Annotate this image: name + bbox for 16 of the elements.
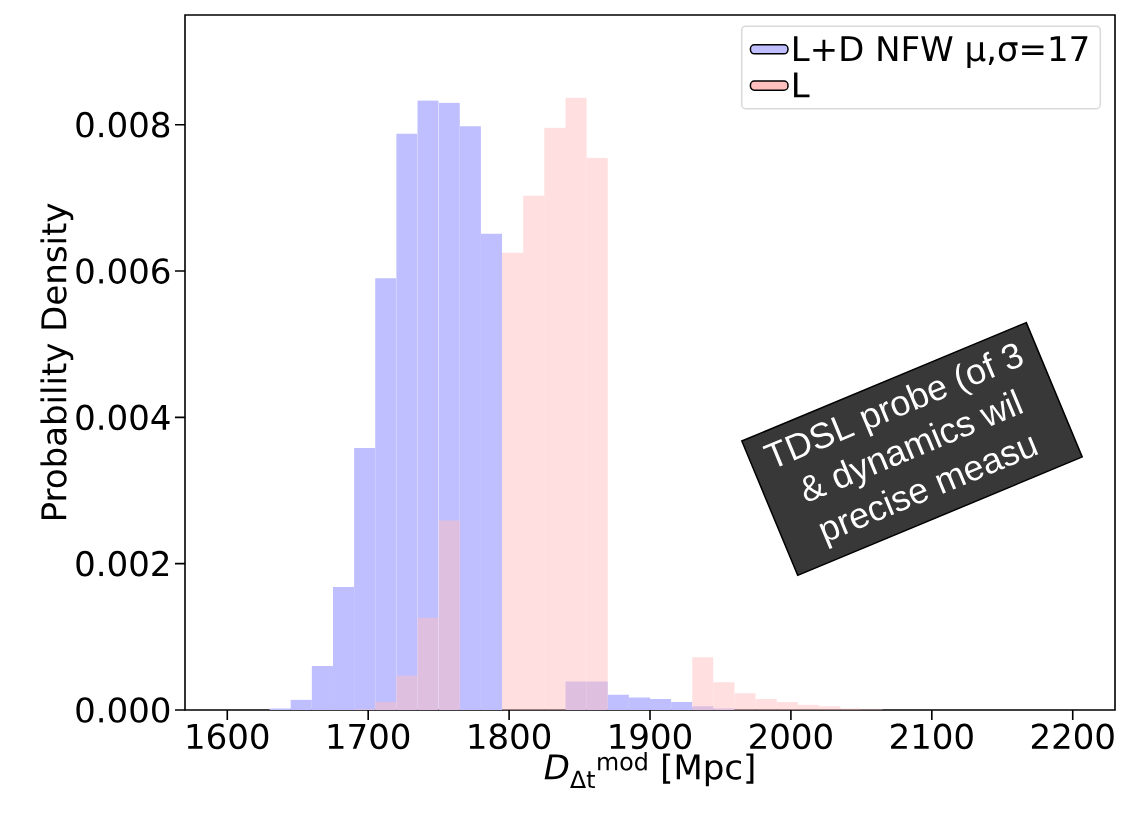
y-tick-label: 0.000 bbox=[76, 697, 170, 723]
y-tick-label: 0.008 bbox=[76, 111, 170, 138]
x-axis-title: D$_{Δt}$$^{mod}$ [Mpc] bbox=[544, 752, 754, 788]
legend-label: L bbox=[794, 72, 810, 98]
x-tick-label: 1900 bbox=[610, 723, 691, 750]
x-tick-label: 2200 bbox=[1031, 723, 1114, 750]
y-tick-label: 0.002 bbox=[76, 550, 169, 577]
x-tick-label: 1800 bbox=[469, 723, 551, 750]
legend-label: L+D NFW μ,σ=17 bbox=[794, 36, 1088, 69]
x-tick-label: 2100 bbox=[891, 723, 973, 750]
x-tick-label: 1700 bbox=[328, 723, 410, 750]
y-axis-title: Probability Density bbox=[40, 203, 74, 520]
x-tick-label: 2000 bbox=[750, 723, 832, 750]
y-tick-label: 0.006 bbox=[76, 258, 170, 284]
x-tick-label: 1600 bbox=[187, 723, 269, 750]
y-tick-label: 0.004 bbox=[76, 404, 170, 431]
